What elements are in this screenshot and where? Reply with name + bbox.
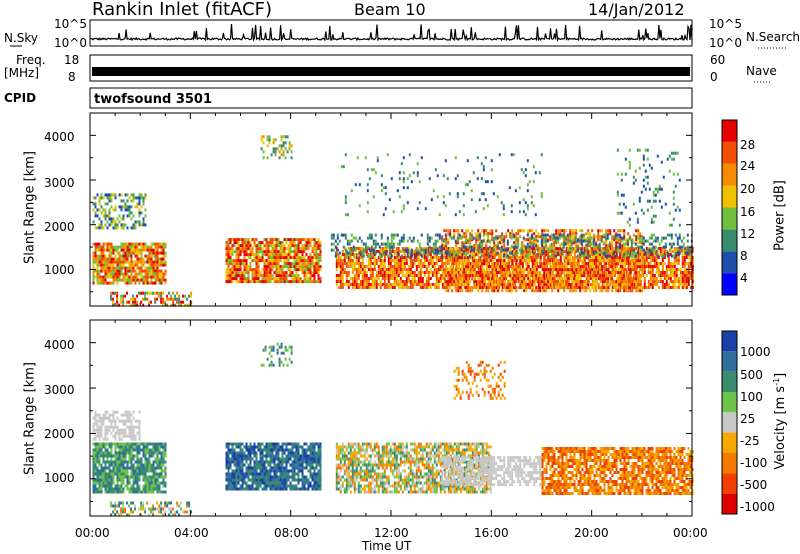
power-cb-tick-24: 24 [740, 159, 756, 173]
velocity-colorbar-segment [722, 412, 737, 433]
power-blob-j [616, 148, 681, 227]
velocity-colorbar-segment [722, 351, 737, 372]
power-ytick-4000: 4000 [44, 130, 75, 144]
nave-label: Nave [746, 64, 777, 78]
velocity-colorbar-segment [722, 493, 737, 514]
velocity-colorbar-frame [721, 330, 738, 515]
xtick-6: 00:00 [673, 526, 708, 540]
power-cb-tick-12: 12 [740, 227, 756, 241]
vel-blob-g [260, 342, 293, 367]
power-blob-g [110, 291, 193, 307]
velocity-colorbar-segment [722, 331, 737, 352]
vel-cb-tick-m100: -100 [740, 456, 768, 470]
power-cb-tick-16: 16 [740, 205, 756, 219]
freq-trace-band [92, 67, 690, 76]
vel-ytick-3000: 3000 [44, 383, 75, 397]
velocity-colorbar-segment [722, 453, 737, 474]
xtick-5: 20:00 [574, 526, 609, 540]
power-cb-tick-28: 28 [740, 138, 756, 152]
power-blob-h [260, 135, 293, 160]
xtick-4: 16:00 [474, 526, 509, 540]
power-blob-a [92, 242, 167, 285]
freq-left-tick-bottom: 8 [68, 70, 76, 84]
xtick-1: 04:00 [174, 526, 209, 540]
power-blob-i [340, 153, 543, 217]
power-blob-d [441, 229, 644, 293]
power-colorbar-segment [722, 251, 737, 274]
power-colorbar-segment [722, 273, 737, 295]
freq-left-tick-top: 18 [64, 53, 80, 67]
power-colorbar-segment [722, 207, 737, 230]
vel-ytick-4000: 4000 [44, 338, 75, 352]
freq-right-tick-bottom: 0 [710, 70, 718, 84]
vel-blob-d [441, 456, 544, 487]
power-cb-tick-20: 20 [740, 182, 756, 196]
xlabel: Time UT [362, 539, 412, 553]
power-blob-b [225, 238, 322, 284]
vel-cb-tick-100: 100 [740, 390, 763, 404]
xtick-3: 12:00 [374, 526, 409, 540]
power-colorbar-segment [722, 120, 737, 142]
freq-unit: [MHz] [4, 66, 40, 80]
freq-panel-frame [89, 54, 693, 82]
vel-blob-f [92, 410, 141, 441]
power-colorbar-segment [722, 141, 737, 164]
power-cb-tick-8: 8 [740, 249, 748, 263]
vel-blob-a [92, 442, 167, 494]
cpid-value: twofsound 3501 [94, 92, 213, 107]
station-title: Rankin Inlet (fitACF) [92, 0, 273, 20]
velocity-colorbar-segment [722, 432, 737, 453]
power-ytick-2000: 2000 [44, 220, 75, 234]
noise-sky-label: N.Sky [4, 31, 39, 45]
power-colorbar-segment [722, 163, 737, 186]
noise-left-tick-top: 10^5 [54, 17, 87, 31]
power-colorbar-segment [722, 229, 737, 252]
power-blob-e [92, 193, 147, 230]
vel-blob-e [541, 447, 694, 495]
cpid-label: CPID [4, 91, 37, 105]
vel-cb-tick-m500: -500 [740, 478, 768, 492]
freq-right-tick-top: 60 [710, 53, 726, 67]
vel-cb-tick-1000: 1000 [740, 345, 771, 359]
power-blob-f [330, 233, 693, 258]
noise-right-tick-bottom: 10^0 [709, 36, 742, 50]
power-cb-tick-4: 4 [740, 271, 748, 285]
power-ytick-3000: 3000 [44, 176, 75, 190]
noise-left-tick-bottom: 10^0 [54, 36, 87, 50]
vel-ytick-1000: 1000 [44, 471, 75, 485]
vel-cb-tick-m25: -25 [740, 434, 760, 448]
power-ytick-1000: 1000 [44, 263, 75, 277]
vel-ytick-2000: 2000 [44, 427, 75, 441]
cpid-panel-frame [89, 87, 693, 109]
freq-label: Freq. [16, 53, 46, 67]
xtick-0: 00:00 [75, 526, 110, 540]
noise-right-tick-top: 10^5 [709, 17, 742, 31]
power-colorbar-segment [722, 185, 737, 208]
vel-cb-tick-500: 500 [740, 368, 763, 382]
velocity-colorbar-segment [722, 473, 737, 494]
date-title: 14/Jan/2012 [588, 0, 685, 19]
vel-blob-b [225, 442, 322, 491]
vel-blob-i [110, 501, 193, 517]
power-colorbar-frame [721, 119, 738, 296]
beam-title: Beam 10 [354, 0, 426, 19]
noise-sky-trace [90, 24, 693, 42]
vel-cb-tick-25: 25 [740, 412, 756, 426]
xtick-2: 08:00 [274, 526, 309, 540]
noise-search-label: N.Search [746, 30, 800, 44]
velocity-colorbar-segment [722, 371, 737, 392]
vel-blob-h [453, 360, 506, 400]
vel-cb-tick-m1000: -1000 [740, 500, 775, 514]
velocity-colorbar-segment [722, 392, 737, 413]
